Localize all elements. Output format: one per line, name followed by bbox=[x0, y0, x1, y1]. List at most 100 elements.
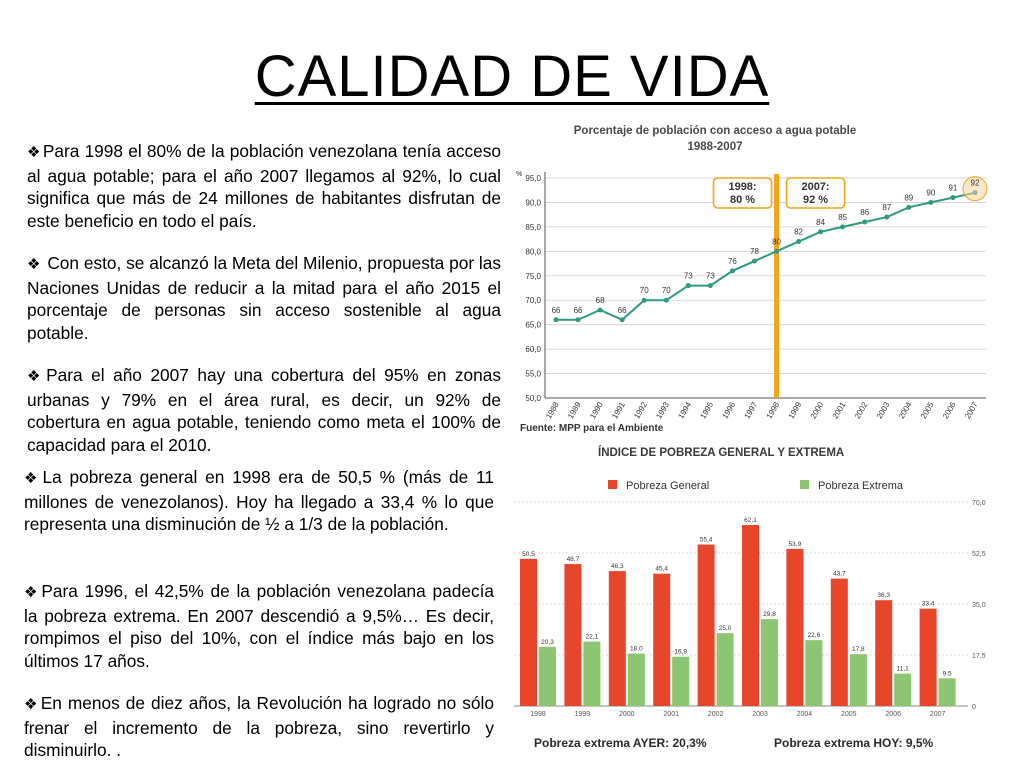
chart1-point bbox=[641, 297, 647, 303]
chart1-data-label: 87 bbox=[882, 203, 891, 212]
chart1-y-ticks: 95,0 90,0 85,0 80,0 75,0 70,0 65,0 60,0 55,0 50,0 bbox=[525, 174, 541, 403]
chart2-data-label: 17,8 bbox=[852, 646, 865, 653]
chart1-y-tick: 50,0 bbox=[525, 394, 541, 403]
chart1-data-label: 86 bbox=[860, 208, 869, 217]
chart1-x-tick: 1995 bbox=[698, 400, 715, 420]
chart1-data-label: 73 bbox=[684, 272, 693, 281]
chart1-callout-box bbox=[785, 177, 846, 209]
chart2-data-label: 50,5 bbox=[522, 551, 535, 558]
chart2-x-tick: 2006 bbox=[885, 711, 901, 718]
chart1-data-label: 91 bbox=[948, 184, 957, 193]
chart1-point bbox=[707, 283, 713, 289]
chart2-bar bbox=[697, 544, 715, 706]
chart2-data-label: 62,1 bbox=[744, 517, 757, 524]
chart2-y-tick: 0 bbox=[972, 704, 976, 711]
chart2-x-tick: 2004 bbox=[797, 711, 813, 718]
chart2-footer-right: Pobreza extrema HOY: 9,5% bbox=[774, 736, 934, 750]
diamond-dots-icon: ❖ bbox=[24, 696, 39, 713]
chart1-y-tick: 80,0 bbox=[525, 247, 541, 256]
chart1-callouts: 1998:80 % 2007:92 % bbox=[712, 177, 846, 209]
chart1-y-tick: 95,0 bbox=[525, 174, 541, 183]
poverty-bar-chart: ÍNDICE DE POBREZA GENERAL Y EXTREMA Pobr… bbox=[514, 446, 986, 750]
chart2-bar bbox=[742, 525, 759, 706]
chart2-legend: Pobreza General Pobreza Extrema bbox=[608, 480, 904, 492]
chart1-y-tick: 90,0 bbox=[525, 198, 541, 207]
chart1-data-label: 66 bbox=[618, 306, 627, 315]
chart2-data-labels: 50,5 20,3 48,7 22,1 46,3 18,0 45,4 16,9 55,4 25,0… bbox=[522, 517, 952, 677]
chart2-data-label: 25,0 bbox=[719, 625, 732, 632]
chart2-data-label: 46,3 bbox=[611, 563, 624, 570]
chart2-bar bbox=[938, 678, 956, 706]
chart1-x-tick: 2005 bbox=[919, 400, 936, 420]
chart2-x-tick: 2005 bbox=[841, 711, 857, 718]
chart1-subtitle: 1988-2007 bbox=[688, 141, 743, 153]
diamond-dots-icon: ❖ bbox=[24, 584, 40, 601]
chart1-year-marker bbox=[774, 174, 780, 398]
chart1-point bbox=[597, 307, 603, 313]
chart2-data-label: 45,4 bbox=[655, 566, 668, 573]
chart1-point bbox=[862, 219, 868, 225]
chart2-bar bbox=[805, 640, 823, 706]
chart2-legend-item: Pobreza Extrema bbox=[800, 480, 904, 492]
chart2-data-label: 29,8 bbox=[763, 611, 776, 618]
chart1-highlight-circle bbox=[962, 176, 988, 202]
chart1-x-tick: 2003 bbox=[875, 400, 892, 420]
chart1-data-label: 68 bbox=[596, 296, 605, 305]
chart1-source: Fuente: MPP para el Ambiente bbox=[520, 423, 664, 434]
chart2-bar bbox=[583, 641, 601, 706]
paragraph-water-1998-2007: ❖ Para 1998 el 80% de la población venezo… bbox=[27, 141, 501, 231]
chart2-data-label: 53,9 bbox=[789, 541, 802, 548]
slide-title: CALIDAD DE VIDA bbox=[254, 44, 770, 109]
chart2-bar bbox=[875, 600, 893, 706]
chart2-bars bbox=[520, 525, 956, 706]
chart1-data-label: 82 bbox=[794, 228, 803, 237]
chart1-data-label: 76 bbox=[728, 257, 737, 266]
chart2-data-label: 16,9 bbox=[674, 649, 687, 656]
chart2-data-label: 36,3 bbox=[877, 592, 890, 599]
chart1-point bbox=[950, 195, 956, 201]
chart2-bar bbox=[608, 571, 626, 706]
chart2-x-tick: 1999 bbox=[575, 711, 591, 718]
chart2-y-tick: 70,0 bbox=[972, 500, 986, 507]
chart2-title: ÍNDICE DE POBREZA GENERAL Y EXTREMA bbox=[598, 446, 844, 459]
chart2-footer-left: Pobreza extrema AYER: 20,3% bbox=[534, 736, 707, 750]
chart1-y-tick: 85,0 bbox=[525, 223, 541, 232]
chart1-data-label: 92 bbox=[971, 179, 980, 188]
chart2-data-label: 9,5 bbox=[943, 670, 952, 677]
chart1-x-tick: 1988 bbox=[544, 400, 561, 420]
chart1-data-label: 84 bbox=[816, 218, 825, 227]
chart2-y-tick: 35,0 bbox=[972, 602, 986, 609]
chart1-point bbox=[553, 317, 559, 323]
chart2-data-label: 20,3 bbox=[541, 639, 554, 646]
chart1-point bbox=[840, 224, 846, 230]
chart1-data-label: 70 bbox=[662, 286, 671, 295]
chart1-points bbox=[553, 176, 988, 323]
chart2-bar bbox=[716, 633, 734, 706]
chart1-point bbox=[884, 214, 890, 220]
chart1-x-tick: 2002 bbox=[853, 400, 870, 420]
chart1-ylabel: % bbox=[516, 171, 522, 178]
diamond-dots-icon: ❖ bbox=[27, 368, 45, 385]
paragraph-coverage-2007: ❖ Para el año 2007 hay una cobertura del … bbox=[27, 365, 501, 455]
chart1-data-label: 89 bbox=[904, 193, 913, 202]
chart2-data-label: 43,7 bbox=[833, 571, 846, 578]
chart2-legend-label: Pobreza Extrema bbox=[818, 480, 904, 492]
chart1-point bbox=[751, 258, 757, 264]
diamond-dots-icon: ❖ bbox=[24, 470, 41, 487]
chart1-point bbox=[928, 199, 934, 205]
chart1-y-tick: 70,0 bbox=[525, 296, 541, 305]
chart1-x-tick: 2006 bbox=[941, 400, 958, 420]
chart1-callout-line2: 80 % bbox=[730, 194, 755, 206]
chart2-x-tick: 2002 bbox=[708, 711, 724, 718]
chart1-x-tick: 1994 bbox=[676, 400, 693, 420]
chart1-callout-line1: 2007: bbox=[801, 181, 829, 193]
chart1-x-tick: 1991 bbox=[610, 400, 627, 420]
chart1-x-tick: 2000 bbox=[809, 400, 826, 420]
paragraph-poverty-extreme: ❖ Para 1996, el 42,5% de la población ven… bbox=[24, 581, 494, 671]
chart2-bar bbox=[539, 646, 556, 706]
chart2-data-label: 18,0 bbox=[630, 646, 643, 653]
chart1-x-tick: 1992 bbox=[632, 400, 649, 420]
paragraph-revolution: ❖ En menos de diez años, la Revolución ha… bbox=[24, 693, 494, 760]
chart1-data-label: 66 bbox=[574, 306, 583, 315]
chart2-y-tick: 52,5 bbox=[972, 551, 986, 558]
